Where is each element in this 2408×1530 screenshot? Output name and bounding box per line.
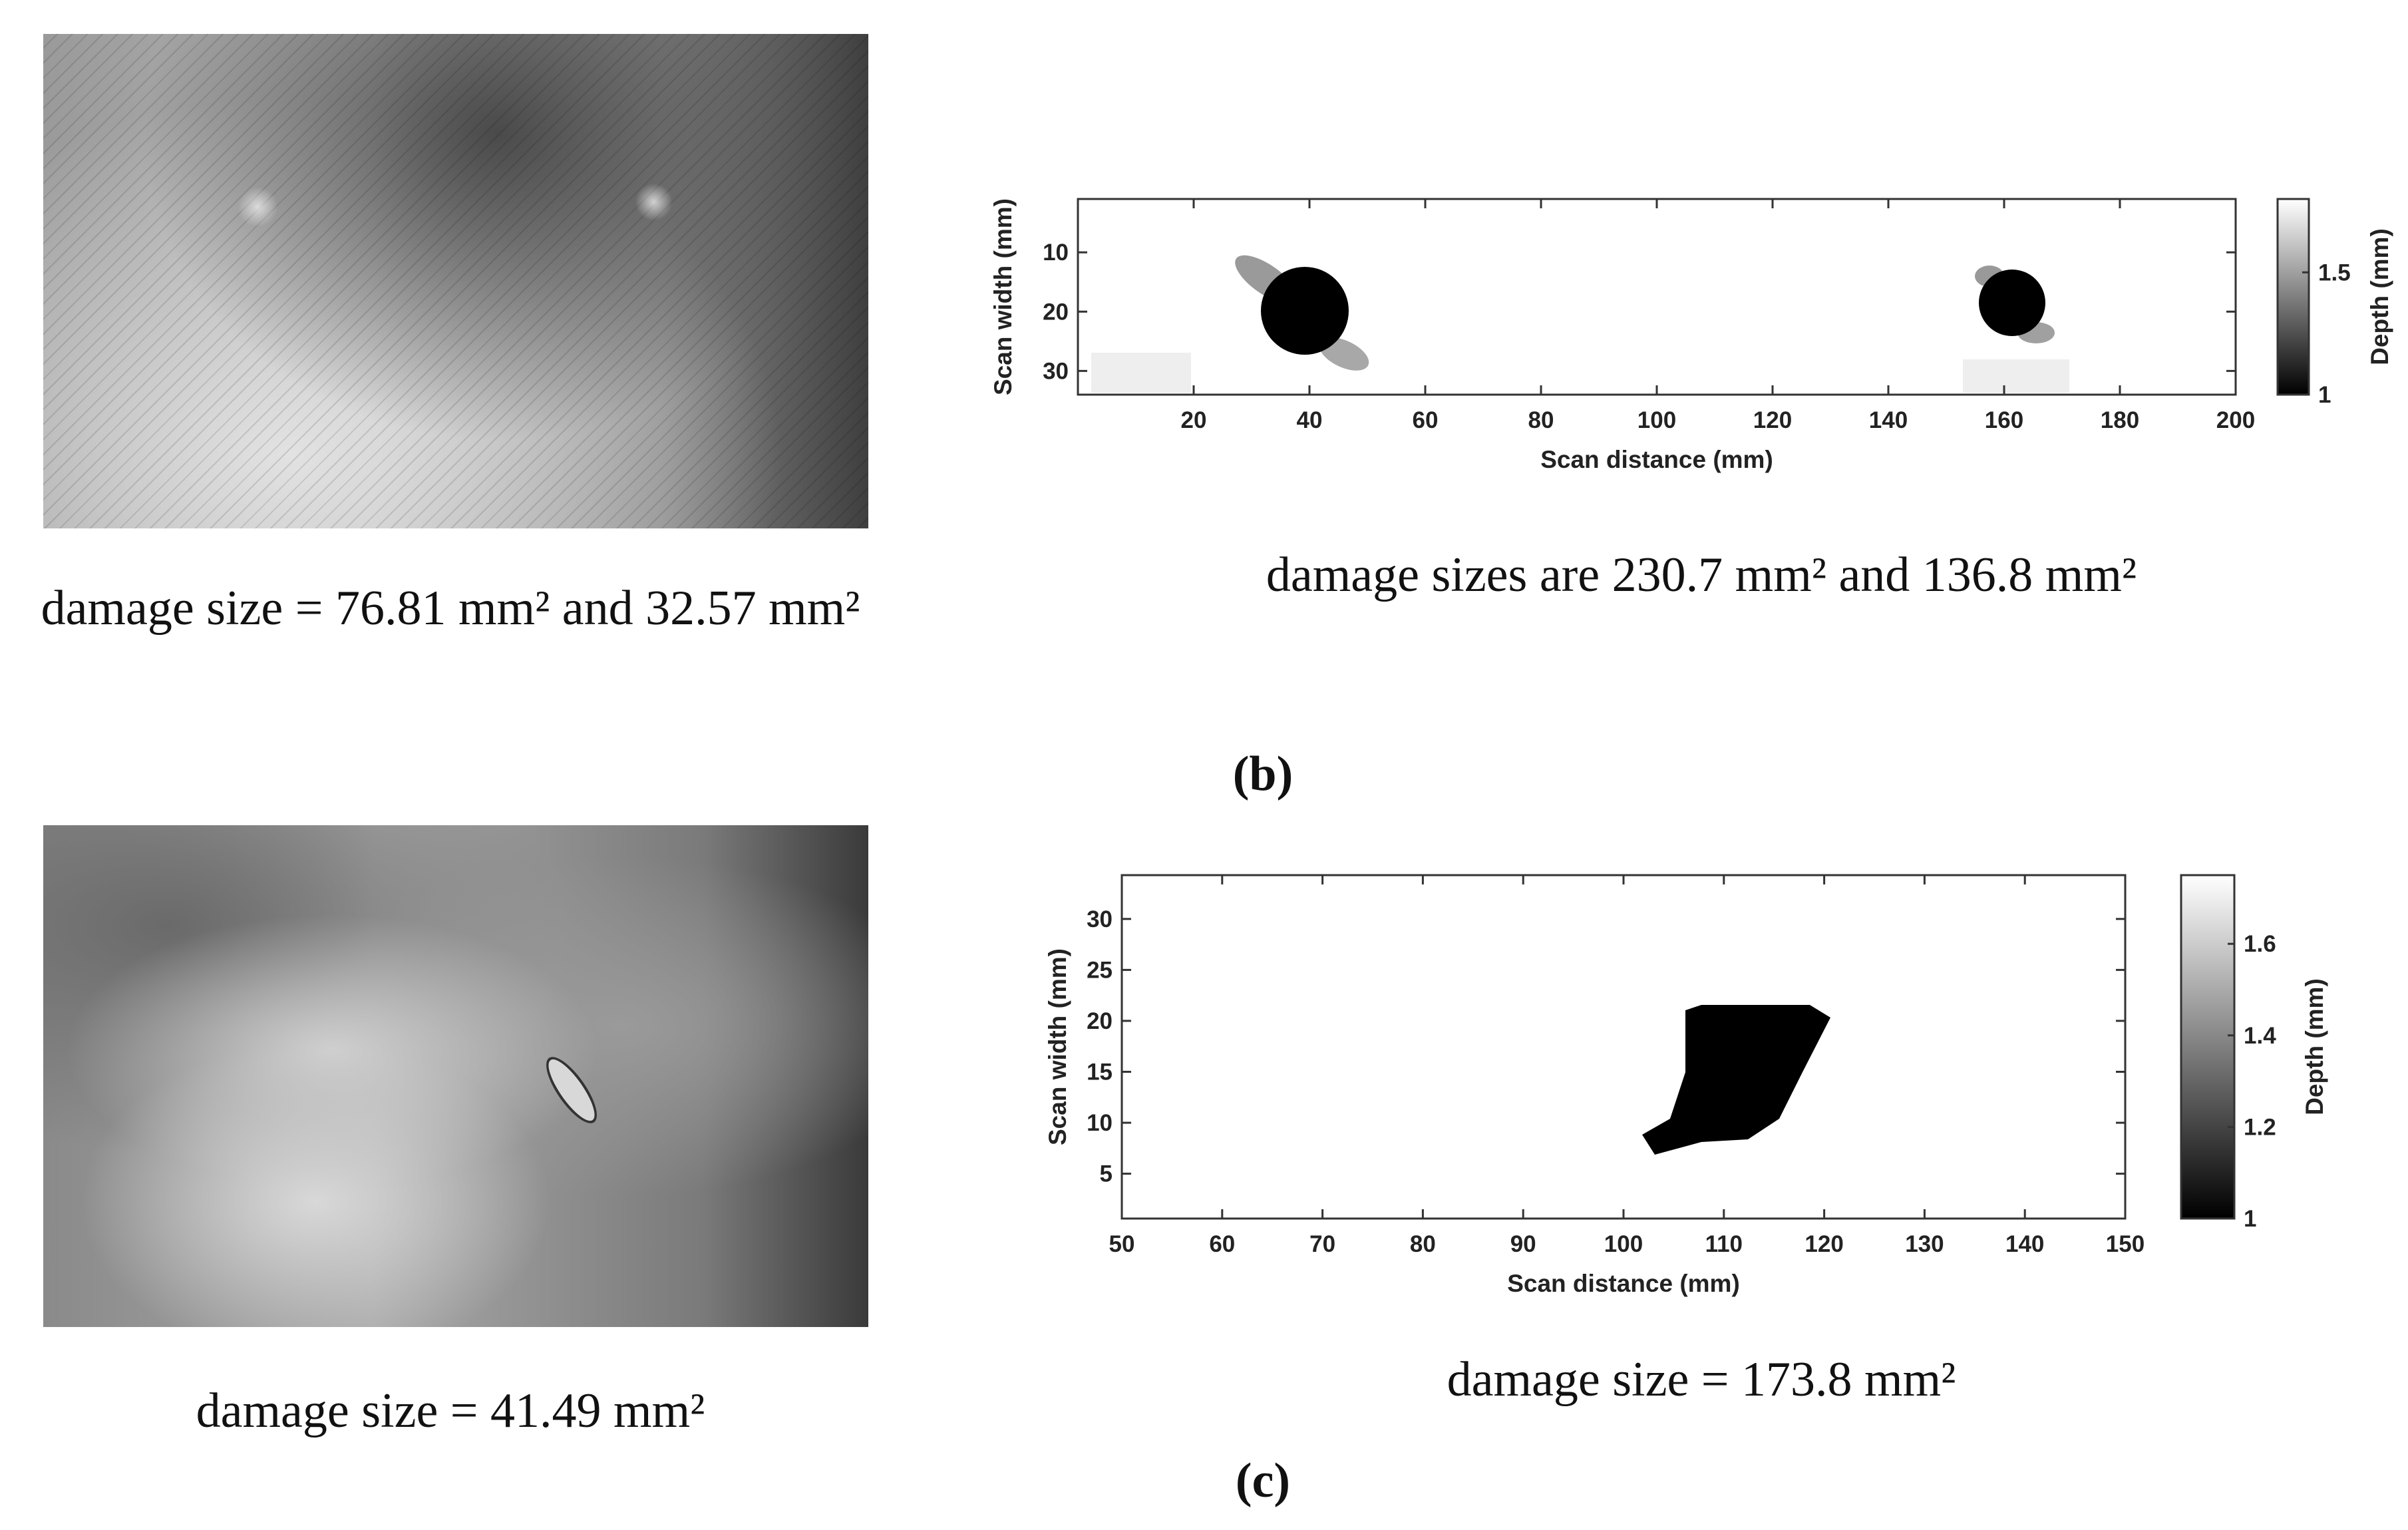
damage-region-c — [1642, 1005, 1830, 1155]
plot-frame — [1120, 874, 2127, 1220]
y-tick-label: 15 — [1087, 1059, 1113, 1085]
caption-a-bottom: damage size = 41.49 mm² — [196, 1384, 705, 1438]
caption-a-top: damage size = 76.81 mm² and 32.57 mm² — [41, 581, 860, 636]
y-tick-label: 10 — [1087, 1110, 1113, 1136]
x-tick-label: 120 — [1753, 407, 1792, 433]
y-tick-label: 5 — [1100, 1161, 1113, 1187]
colorbar-label: Depth (mm) — [2301, 978, 2328, 1115]
damage-edge-b — [1091, 353, 2069, 393]
caption-b: damage sizes are 230.7 mm² and 136.8 mm² — [1266, 548, 2137, 602]
x-tick-label: 80 — [1528, 407, 1554, 433]
x-tick-label: 140 — [2005, 1231, 2044, 1257]
y-tick-label: 30 — [1087, 906, 1113, 932]
x-tick-label: 70 — [1309, 1231, 1335, 1257]
colorbar-tick-label: 1.4 — [2244, 1023, 2276, 1049]
colorbar-tick-label: 1.2 — [2244, 1114, 2276, 1140]
x-tick-label: 60 — [1209, 1231, 1235, 1257]
y-axis-label: Scan width (mm) — [1044, 948, 1071, 1145]
x-tick-label: 20 — [1181, 407, 1207, 433]
x-tick-label: 60 — [1413, 407, 1439, 433]
photo-a-top — [43, 34, 868, 528]
y-axis-label: Scan width (mm) — [989, 198, 1017, 395]
y-tick-label: 25 — [1087, 957, 1113, 983]
y-tick-label: 10 — [1043, 240, 1069, 266]
x-tick-label: 80 — [1410, 1231, 1436, 1257]
panel-label-b: (b) — [1232, 747, 1293, 801]
y-tick-label: 30 — [1043, 358, 1069, 384]
x-tick-label: 100 — [1604, 1231, 1643, 1257]
caption-c: damage size = 173.8 mm² — [1447, 1352, 1956, 1407]
x-tick-label: 100 — [1637, 407, 1676, 433]
x-tick-label: 40 — [1297, 407, 1323, 433]
y-tick-label: 20 — [1043, 299, 1069, 325]
colorbar-label: Depth (mm) — [2366, 228, 2393, 365]
colorbar-tick-label: 1.5 — [2318, 260, 2351, 286]
colorbar-tick-label: 1 — [2318, 382, 2331, 408]
colorbar — [2276, 198, 2310, 396]
x-tick-label: 160 — [1985, 407, 2023, 433]
x-tick-label: 150 — [2106, 1231, 2145, 1257]
x-tick-label: 50 — [1109, 1231, 1135, 1257]
y-tick-label: 20 — [1087, 1008, 1113, 1034]
colorbar — [2180, 874, 2236, 1220]
x-tick-label: 120 — [1805, 1231, 1843, 1257]
x-axis-label: Scan distance (mm) — [1540, 446, 1773, 473]
colorbar-tick-label: 1 — [2244, 1206, 2256, 1232]
x-tick-label: 180 — [2101, 407, 2139, 433]
damage-region-b2 — [1975, 266, 2055, 343]
photo-a-bottom — [43, 825, 868, 1327]
x-tick-label: 200 — [2216, 407, 2255, 433]
x-tick-label: 90 — [1510, 1231, 1536, 1257]
x-tick-label: 110 — [1705, 1231, 1743, 1257]
x-tick-label: 140 — [1869, 407, 1908, 433]
x-axis-label: Scan distance (mm) — [1507, 1270, 1740, 1297]
x-tick-label: 130 — [1905, 1231, 1944, 1257]
panel-label-c: (c) — [1235, 1453, 1291, 1508]
colorbar-tick-label: 1.6 — [2244, 931, 2276, 957]
damage-region-b1 — [1235, 255, 1369, 371]
